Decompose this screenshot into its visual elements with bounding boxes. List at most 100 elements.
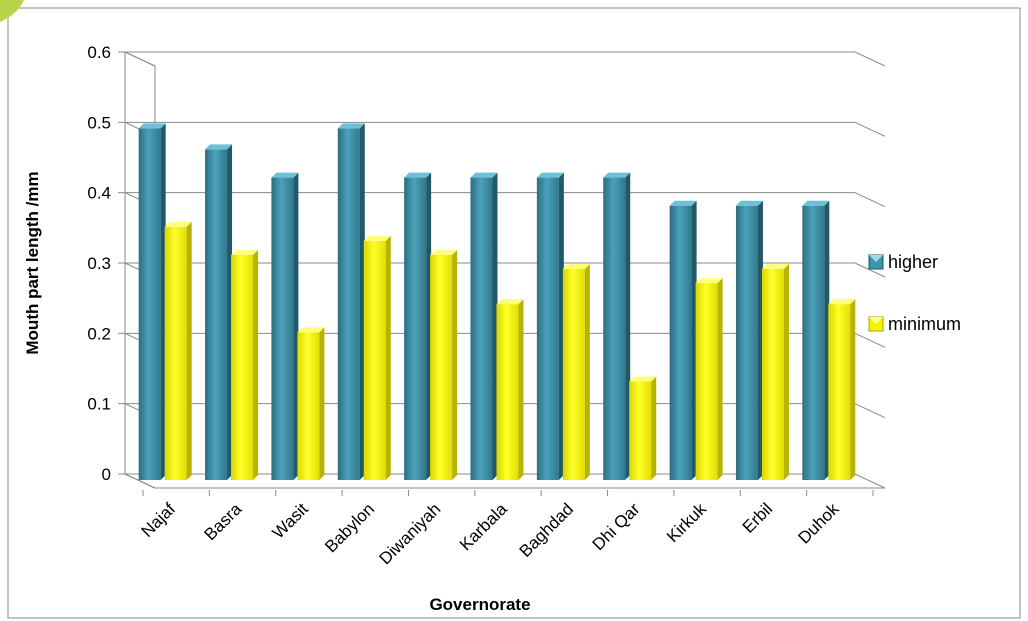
bar-higher-najaf [138,123,166,481]
bar-front [205,149,228,480]
bar-side [558,172,564,481]
gridline-side [124,51,156,67]
x-tick-label: Babylon [321,499,378,556]
gridline-right [854,51,886,67]
bar-front [669,205,692,480]
bar-front [231,254,254,480]
bar-front [629,381,652,480]
bar-higher-babylon [337,123,365,481]
bar-front [404,177,427,481]
bar-front [496,304,519,480]
bar-front [828,304,851,480]
bar-higher-wasit [271,172,299,481]
legend-swatch-highlight [869,317,883,324]
bar-side [691,200,697,480]
legend-item-higher: higher [868,252,938,272]
bar-higher-duhok [802,200,830,480]
bar-side [452,249,458,480]
bar-minimum-kirkuk [695,278,723,480]
bar-top [205,144,233,150]
y-tick-label: 0 [102,465,111,484]
x-tick-label: Baghdad [516,499,578,561]
bar-side [227,144,233,480]
x-axis-title: Governorate [429,595,530,614]
legend-swatch-highlight [869,255,883,262]
y-tick-label: 0.4 [87,184,111,203]
x-tick-label: Diwaniyah [376,499,445,568]
bar-side [783,264,789,480]
x-tick-label: Dhi Qar [589,499,644,554]
bar-front [164,226,187,480]
bar-minimum-babylon [363,235,391,480]
bar-top [629,376,657,382]
bar-front [695,283,718,480]
gridline-right [854,262,886,278]
x-tick-label: Kirkuk [663,499,710,546]
bar-minimum-najaf [164,221,192,481]
bar-top [562,264,590,269]
bar-minimum-diwaniyah [430,249,458,480]
bar-side [319,327,325,480]
gridline-right [854,403,886,419]
bar-front [536,177,559,481]
bar-side [757,200,763,480]
x-tick-label: Duhok [794,499,843,548]
bar-side [625,172,631,481]
bar-top [735,200,763,206]
bar-side [160,123,166,480]
y-tick-label: 0.5 [87,113,111,132]
bar-higher-baghdad [536,172,564,481]
legend-item-minimum: minimum [868,314,961,334]
bar-front [138,128,161,481]
gridline-right [854,192,886,208]
bar-top [536,172,564,178]
bar-front [802,205,825,480]
y-tick-label: 0.3 [87,254,111,273]
y-tick-label: 0.1 [87,395,111,414]
bar-top [138,123,166,129]
bar-top [404,172,432,178]
bar-top [470,172,498,178]
gridline-right [854,121,886,137]
x-tick-label: Basra [201,499,246,544]
bar-top [669,200,697,206]
bar-front [430,254,453,480]
y-axis-title: Mouth part length /mm [23,171,42,354]
bar-top [496,299,524,305]
bar-top [164,221,192,227]
bar-minimum-basra [231,249,259,480]
bar-higher-kirkuk [669,200,697,480]
bar-side [850,299,856,480]
corner-accent [0,0,24,22]
bar-minimum-dhi-qar [629,376,657,480]
bar-top [802,200,830,206]
bar-top [828,299,856,305]
bar-front [603,177,626,481]
gridline-right [854,332,886,348]
bar-front [271,177,294,481]
bar-side [518,299,524,480]
bar-side [426,172,432,481]
x-tick-label: Najaf [138,499,180,541]
bar-front [562,269,585,480]
x-tick-label: Erbil [739,499,776,536]
bar-front [470,177,493,481]
bar-top [761,264,789,269]
y-tick-label: 0.2 [87,324,111,343]
bar-side [824,200,830,480]
bar-side [584,264,590,480]
x-tick-label: Karbala [456,499,511,554]
x-tick-label: Wasit [269,499,312,542]
bar-front [337,128,360,481]
bar-top [363,235,391,241]
bar-higher-diwaniyah [404,172,432,481]
bar-higher-erbil [735,200,763,480]
bar-front [363,240,386,480]
bar-minimum-erbil [761,264,789,480]
bar-side [651,376,657,480]
bar-side [186,221,192,481]
y-tick-label: 0.6 [87,43,111,62]
bar-top [430,249,458,255]
bar-top [603,172,631,178]
